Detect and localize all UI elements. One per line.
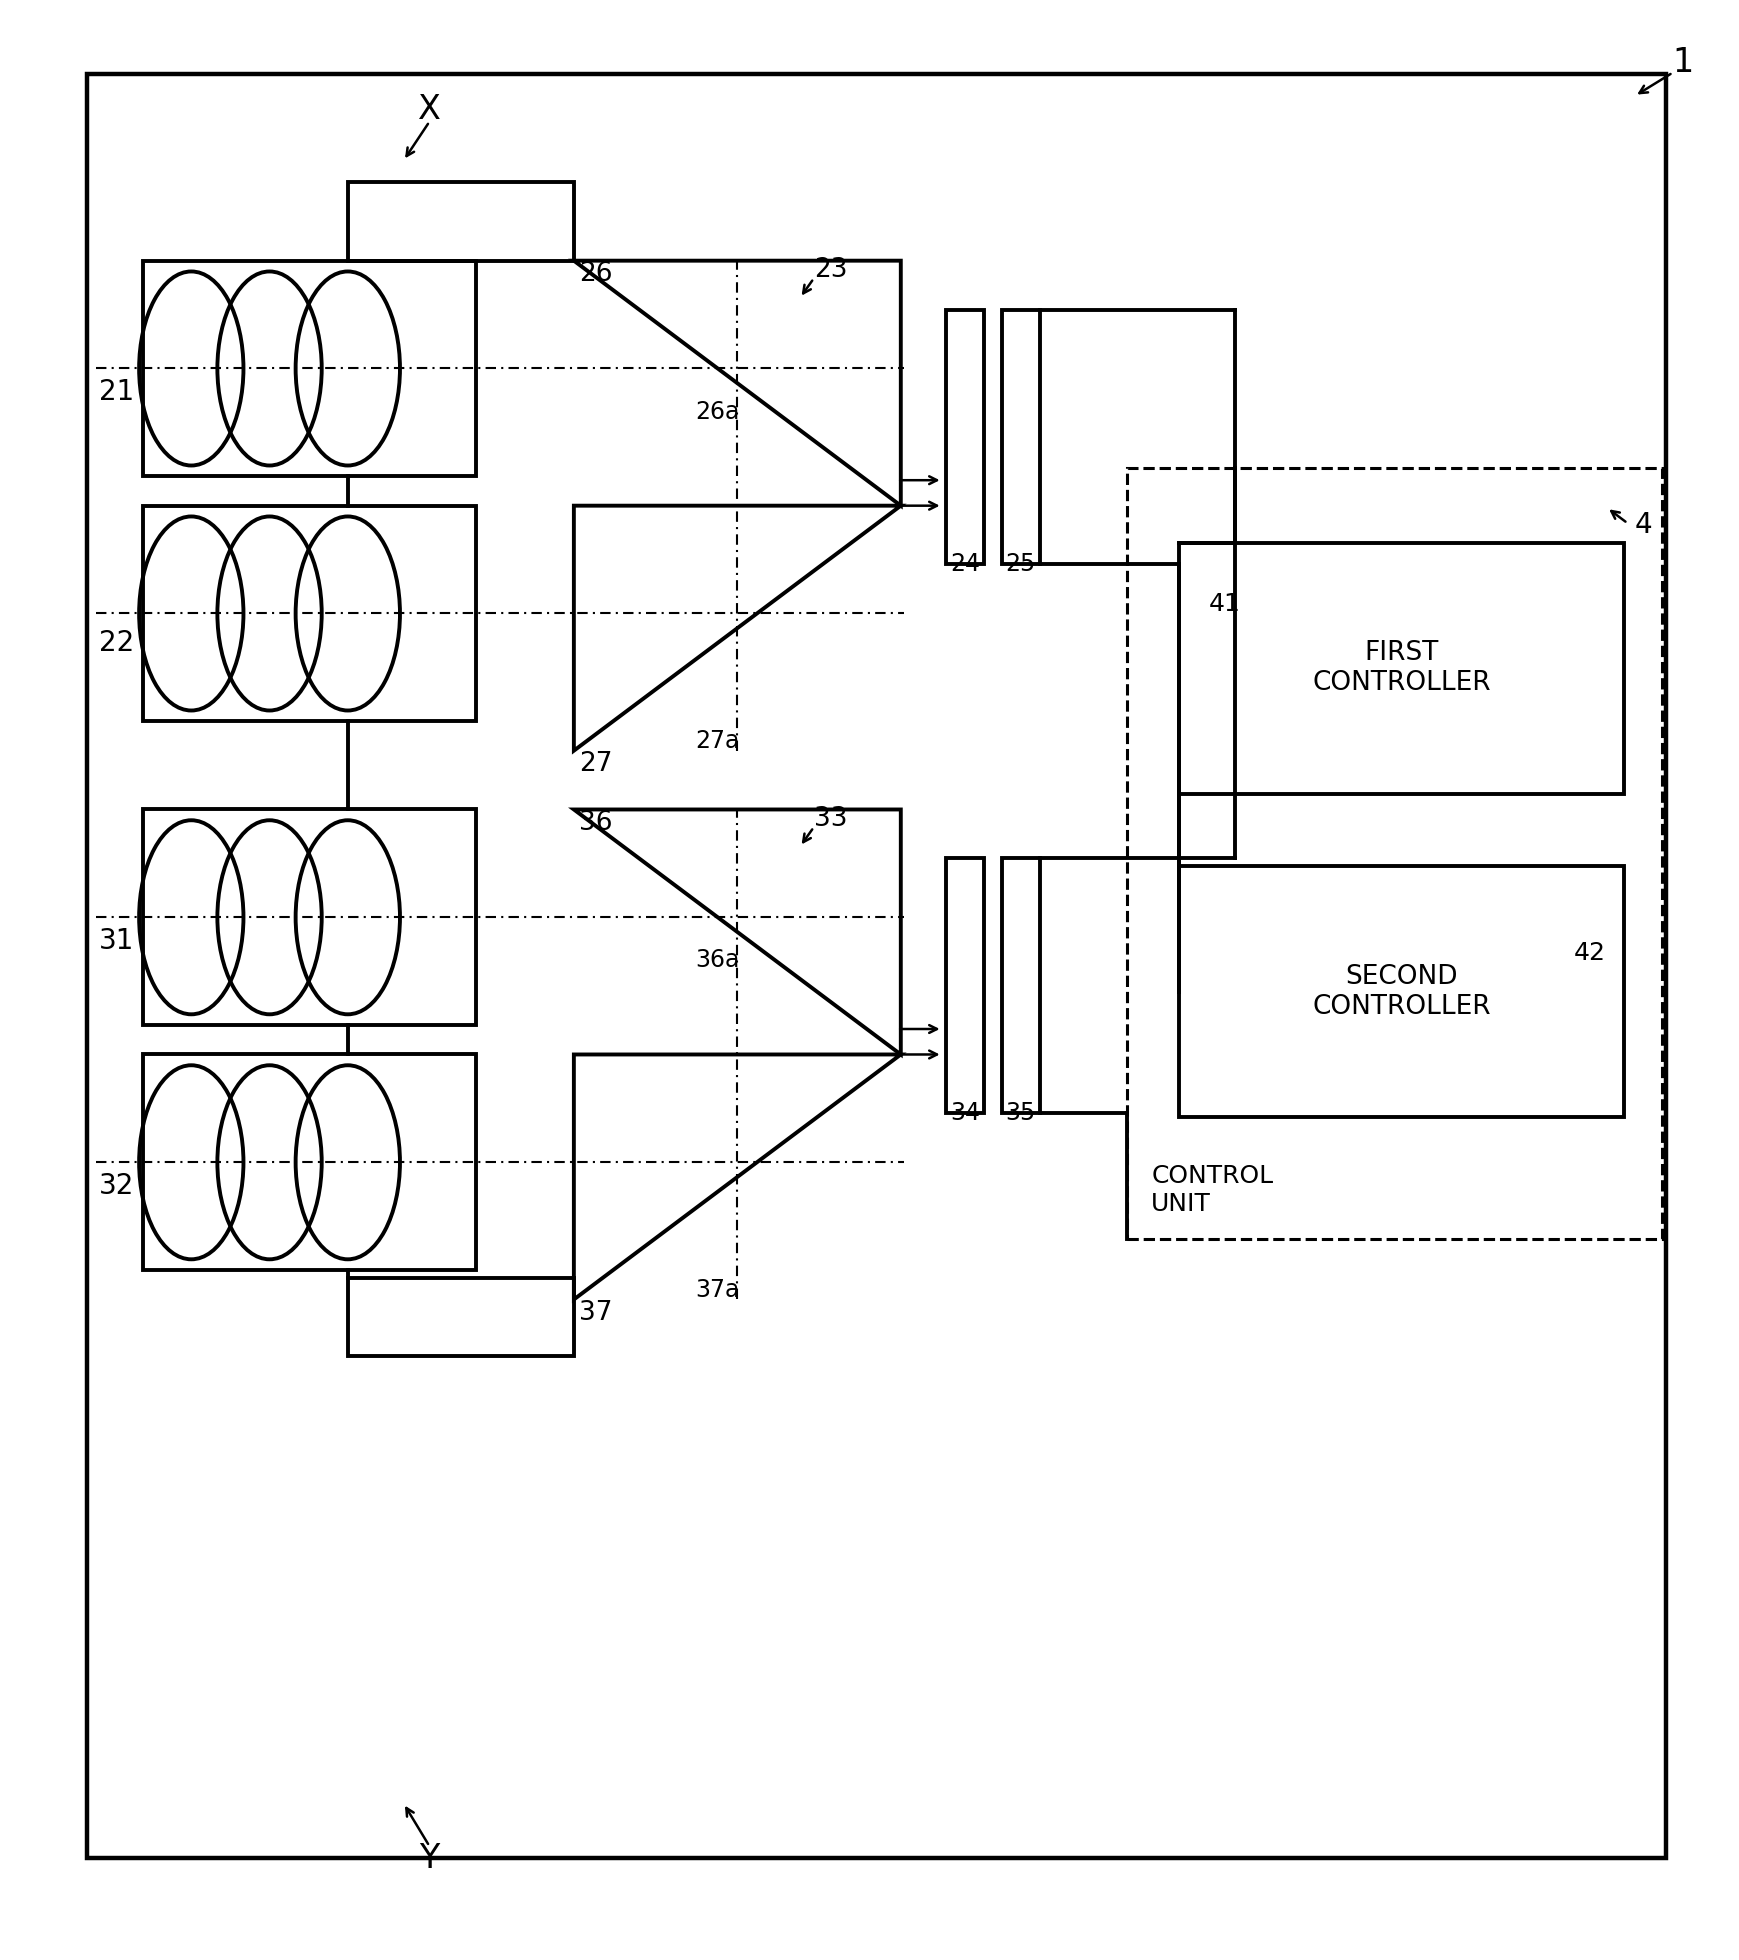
Text: 33: 33: [814, 806, 847, 833]
Text: 27: 27: [579, 751, 612, 778]
Text: FIRST
CONTROLLER: FIRST CONTROLLER: [1313, 641, 1490, 696]
Text: 35: 35: [1005, 1102, 1036, 1125]
Text: 4: 4: [1635, 512, 1652, 539]
Text: CONTROL
UNIT: CONTROL UNIT: [1151, 1164, 1273, 1215]
Bar: [143, 261, 476, 476]
Bar: [143, 1054, 476, 1270]
Text: 25: 25: [1005, 553, 1036, 576]
Bar: [348, 1278, 574, 1356]
Text: 26: 26: [579, 261, 612, 288]
Bar: [143, 506, 476, 721]
Text: 32: 32: [99, 1172, 134, 1200]
Bar: [1179, 543, 1624, 794]
Text: 21: 21: [99, 378, 134, 406]
Text: 27a: 27a: [696, 729, 741, 753]
Bar: [348, 182, 574, 261]
Bar: [946, 858, 984, 1113]
Text: 23: 23: [814, 257, 847, 284]
Text: 26a: 26a: [696, 400, 741, 423]
Bar: [1179, 866, 1624, 1117]
Text: 42: 42: [1574, 941, 1605, 964]
Text: 22: 22: [99, 629, 134, 657]
Text: 37: 37: [579, 1299, 612, 1327]
Bar: [143, 809, 476, 1025]
Bar: [1002, 858, 1040, 1113]
Text: 37a: 37a: [696, 1278, 741, 1301]
Text: 34: 34: [949, 1102, 981, 1125]
Text: Y: Y: [419, 1842, 440, 1874]
Bar: [946, 310, 984, 564]
Text: 24: 24: [949, 553, 981, 576]
Text: 41: 41: [1209, 592, 1240, 615]
Bar: [1002, 310, 1040, 564]
Text: 36: 36: [579, 809, 612, 837]
Text: 31: 31: [99, 927, 134, 955]
Text: 36a: 36a: [696, 949, 741, 972]
Bar: [1127, 468, 1662, 1239]
Text: 1: 1: [1673, 47, 1694, 78]
Text: X: X: [417, 94, 442, 125]
Text: SECOND
CONTROLLER: SECOND CONTROLLER: [1313, 964, 1490, 1019]
